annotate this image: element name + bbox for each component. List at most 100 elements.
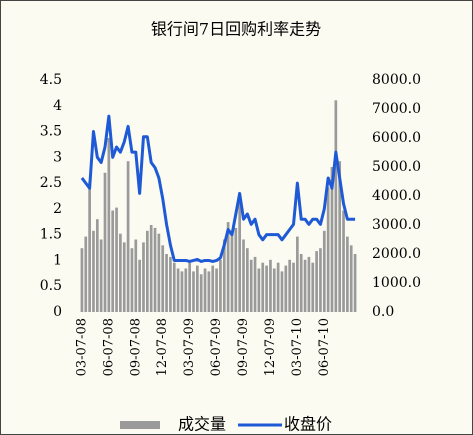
bar xyxy=(145,230,149,312)
y-tick-label: 0 xyxy=(53,304,62,320)
bar xyxy=(99,239,103,312)
bar xyxy=(188,262,191,312)
bar xyxy=(296,236,299,312)
chart-title: 银行间7日回购利率走势 xyxy=(151,20,321,39)
bar xyxy=(119,233,122,312)
bar xyxy=(319,248,322,312)
bar xyxy=(288,259,292,312)
bar xyxy=(238,196,242,312)
bar xyxy=(203,268,207,312)
x-tick-label: 03-07-09 xyxy=(182,318,197,376)
bar xyxy=(338,161,342,312)
y-tick-label: 4 xyxy=(53,98,62,114)
x-tick-label: 06-07-10 xyxy=(317,318,332,376)
bar xyxy=(122,242,126,312)
bar xyxy=(246,248,249,312)
bar xyxy=(80,248,84,312)
y-tick-label: 1.5 xyxy=(40,227,62,243)
bar xyxy=(157,233,161,312)
y-tick-label: 0.5 xyxy=(40,278,62,294)
y2-tick-label: 8000.0 xyxy=(372,72,421,88)
x-tick-label: 12-07-08 xyxy=(155,318,170,376)
y2-tick-label: 1000.0 xyxy=(372,275,421,291)
bar xyxy=(169,256,172,312)
bar xyxy=(299,254,303,312)
bar xyxy=(207,271,211,312)
bar xyxy=(265,265,268,312)
y-tick-label: 3 xyxy=(53,149,62,165)
bar xyxy=(315,251,318,312)
bar xyxy=(215,268,218,312)
x-tick-label: 06-07-09 xyxy=(209,318,224,376)
bar xyxy=(222,239,226,312)
y-tick-label: 4.5 xyxy=(40,72,62,88)
bar xyxy=(284,265,288,312)
bar xyxy=(172,262,176,312)
y2-tick-label: 7000.0 xyxy=(372,101,421,117)
bar xyxy=(349,245,353,312)
bar xyxy=(92,230,95,312)
bar xyxy=(226,222,230,312)
bar xyxy=(249,259,253,312)
bar xyxy=(199,274,203,312)
bar xyxy=(242,239,245,312)
bar xyxy=(195,265,199,312)
y-tick-label: 1 xyxy=(53,252,62,268)
bar xyxy=(138,259,141,312)
bar xyxy=(234,227,238,312)
bar xyxy=(95,219,99,312)
bar xyxy=(326,187,330,312)
bar xyxy=(192,271,195,312)
bar xyxy=(130,248,134,312)
bar xyxy=(253,256,257,312)
bar xyxy=(342,210,345,312)
bar xyxy=(346,236,349,312)
bar xyxy=(134,239,138,312)
line xyxy=(80,114,356,263)
bar xyxy=(111,210,115,312)
x-tick-label: 09-07-08 xyxy=(128,318,143,376)
bar xyxy=(161,245,165,312)
bar xyxy=(184,268,188,312)
bar xyxy=(334,100,338,312)
bar xyxy=(322,230,326,312)
bar xyxy=(219,259,222,312)
bar xyxy=(353,254,357,312)
bar xyxy=(292,262,295,312)
legend-swatch xyxy=(120,421,160,429)
bar xyxy=(211,265,215,312)
bar xyxy=(126,161,130,312)
y2-tick-label: 3000.0 xyxy=(372,217,421,233)
bar xyxy=(149,225,153,312)
bar xyxy=(272,268,276,312)
bar xyxy=(142,242,145,312)
bar xyxy=(303,259,307,312)
bar xyxy=(269,259,272,312)
bar xyxy=(180,271,184,312)
bar xyxy=(115,207,118,312)
x-tick-label: 12-07-09 xyxy=(263,318,278,376)
x-tick-label: 03-07-08 xyxy=(74,318,89,376)
bar xyxy=(107,138,111,312)
bar xyxy=(311,262,315,312)
bar xyxy=(165,254,168,312)
bar xyxy=(307,256,311,312)
y2-tick-label: 2000.0 xyxy=(372,246,421,262)
bar xyxy=(88,181,91,312)
bar xyxy=(261,262,265,312)
bar xyxy=(257,268,261,312)
y2-tick-label: 0.0 xyxy=(372,304,394,320)
x-tick-label: 03-07-10 xyxy=(290,318,305,376)
bar xyxy=(84,236,88,312)
bar xyxy=(103,172,107,312)
bar xyxy=(176,268,180,312)
y2-tick-label: 6000.0 xyxy=(372,130,421,146)
y2-tick-label: 4000.0 xyxy=(372,188,421,204)
y-tick-label: 2 xyxy=(53,201,62,217)
y2-tick-label: 5000.0 xyxy=(372,159,421,175)
legend-label: 成交量 xyxy=(178,415,226,434)
x-tick-label: 09-07-09 xyxy=(236,318,251,376)
bar xyxy=(230,233,234,312)
bar xyxy=(330,167,334,312)
